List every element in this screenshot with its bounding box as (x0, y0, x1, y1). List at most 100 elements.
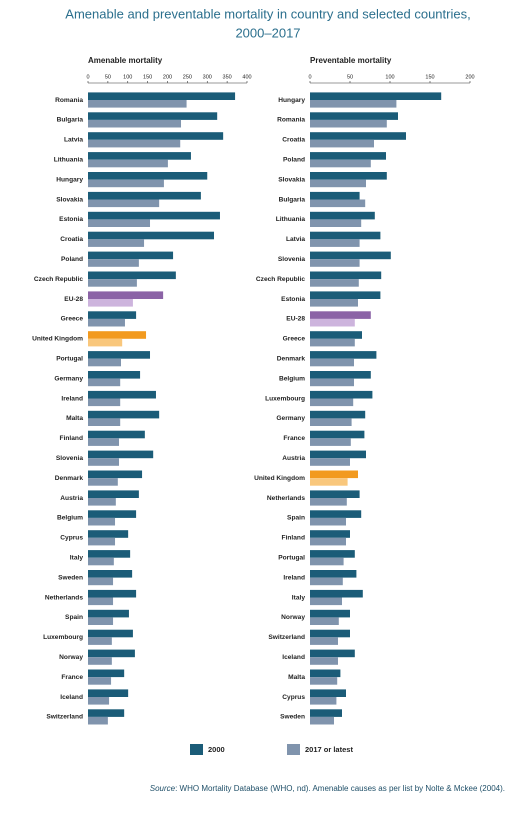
bar (310, 589, 363, 598)
y-tick-label: EU-28 (286, 316, 305, 323)
bar (88, 191, 201, 200)
y-tick-label: Italy (70, 554, 84, 561)
y-tick-label: Austria (282, 455, 305, 462)
bar (310, 657, 338, 665)
bar (88, 132, 224, 140)
y-tick-label: Slovakia (56, 196, 83, 203)
bar (310, 199, 366, 208)
y-tick-label: Denmark (277, 355, 306, 362)
bar (310, 291, 381, 299)
x-tick-label: 150 (143, 74, 152, 80)
bar (88, 637, 112, 645)
bar (88, 219, 151, 227)
legend-label: 2000 (208, 745, 225, 754)
bar (310, 438, 351, 446)
source-text: : WHO Mortality Database (WHO, nd). Amen… (175, 784, 505, 793)
bar (88, 550, 131, 558)
y-tick-label: Luxembourg (43, 634, 83, 641)
y-tick-label: Latvia (286, 236, 305, 243)
bar (88, 378, 121, 387)
bar (310, 677, 338, 685)
y-tick-label: Croatia (282, 137, 305, 144)
bar (310, 557, 344, 566)
y-tick-label: Poland (283, 156, 305, 163)
bar (88, 351, 151, 359)
bar (310, 517, 346, 526)
bar (88, 570, 133, 578)
bar (88, 430, 145, 439)
bar (88, 410, 160, 419)
bar (88, 112, 218, 120)
bar (88, 470, 143, 479)
bar (88, 418, 121, 426)
y-tick-label: Denmark (55, 475, 84, 482)
y-tick-label: Spain (65, 614, 83, 621)
y-tick-label: Estonia (281, 296, 305, 303)
bar (88, 318, 125, 327)
bar (310, 311, 371, 319)
panel-title: Preventable mortality (310, 56, 392, 65)
bar (310, 132, 406, 140)
y-tick-label: France (61, 674, 83, 681)
y-tick-label: United Kingdom (254, 475, 305, 482)
x-tick-label: 50 (347, 74, 353, 80)
bar (310, 450, 366, 459)
bar (88, 589, 137, 598)
bar (88, 669, 125, 678)
bar (310, 470, 358, 479)
bar (310, 609, 350, 618)
y-tick-label: Netherlands (45, 594, 83, 601)
bar (88, 231, 215, 240)
y-tick-label: Greece (283, 336, 306, 343)
bar (88, 629, 133, 638)
legend-swatch (190, 744, 203, 755)
bar (310, 378, 354, 387)
bar (310, 637, 338, 645)
bar (88, 199, 160, 208)
x-tick-label: 100 (123, 74, 132, 80)
y-tick-label: Germany (276, 415, 305, 422)
bar (310, 139, 374, 148)
bar (88, 331, 147, 339)
bar (310, 119, 387, 128)
x-tick-label: 400 (242, 74, 251, 80)
bar (310, 358, 354, 367)
chart-title: Amenable and preventable mortality in co… (65, 6, 470, 21)
y-tick-label: United Kingdom (32, 336, 83, 343)
bar (88, 338, 123, 347)
bar (310, 351, 377, 359)
bar (310, 231, 381, 240)
y-tick-label: Bulgaria (279, 196, 306, 203)
bar (88, 179, 164, 188)
bar (310, 498, 347, 506)
y-tick-label: Belgium (57, 515, 83, 522)
y-tick-label: Slovenia (278, 256, 305, 263)
y-tick-label: Cyprus (60, 535, 83, 542)
chart-title: 2000–2017 (235, 25, 300, 40)
bar (310, 338, 355, 347)
y-tick-label: Spain (287, 515, 305, 522)
y-tick-label: Romania (277, 117, 305, 124)
y-tick-label: Germany (54, 375, 83, 382)
x-tick-label: 150 (425, 74, 434, 80)
bar (88, 92, 236, 100)
bar (88, 490, 139, 498)
bar (310, 550, 355, 558)
y-tick-label: Norway (281, 614, 305, 621)
y-tick-label: Romania (55, 97, 83, 104)
bar (310, 299, 358, 307)
bar (88, 530, 129, 538)
x-tick-label: 200 (163, 74, 172, 80)
bar (88, 211, 220, 220)
y-tick-label: Poland (61, 256, 83, 263)
bar (310, 629, 350, 638)
bar (88, 152, 191, 160)
y-tick-label: Croatia (60, 236, 83, 243)
y-tick-label: Czech Republic (256, 276, 305, 283)
bar (310, 331, 362, 339)
y-tick-label: Cyprus (282, 694, 305, 701)
y-tick-label: Sweden (58, 574, 83, 581)
bar (88, 517, 116, 526)
y-tick-label: Bulgaria (57, 117, 84, 124)
bar (88, 390, 156, 399)
